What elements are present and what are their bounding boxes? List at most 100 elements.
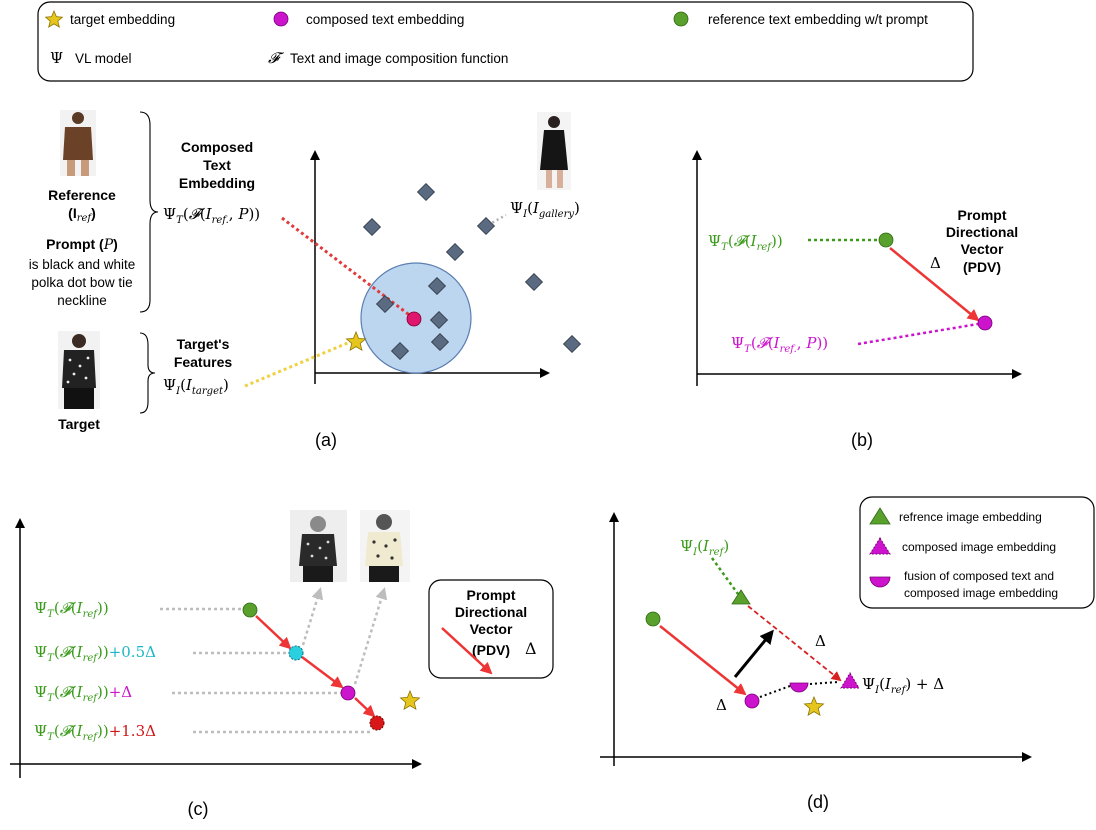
panel-d-ref-text-point [645,611,661,627]
reference-label: Reference [48,187,116,203]
panel-c-row-3: ΨT(𝓕(Iref))+Δ [34,683,132,704]
panel-d-ref-formula: ΨI(Iref) [680,537,729,558]
panel-c-arrow-2 [301,656,344,689]
panel-d-delta-upper: Δ [815,632,826,650]
legend-ref-image-label: refrence image embedding [899,510,1042,524]
prompt-symbol: P [103,237,114,253]
pdv-legend-line-1: Prompt [467,587,516,603]
panel-c-row-4-suffix: +1.3Δ [109,722,156,740]
composed-text-legend-icon [273,11,289,27]
legend-fusion-line-2: composed image embedding [904,586,1058,600]
star-marker-icon [345,330,367,352]
legend-fusion-line-1: fusion of composed text and [904,569,1054,583]
panel-b: ΨT(𝓕(Iref)) Δ ΨT(𝓕(Iref., P)) Prompt Dir… [692,150,1022,450]
pdv-legend-line-4: (PDV) [472,642,510,658]
legend-reference-text-embedding: reference text embedding w/t prompt [708,12,928,27]
diamond-marker-icon [445,242,465,262]
panel-b-caption: (b) [851,430,873,450]
panel-a: Reference (Iref) Prompt (P) is black and… [29,110,582,450]
panel-d: ΨI(Iref) Δ Δ ΨI(Iref) + Δ refrence image… [600,496,1095,812]
diamond-marker-icon [524,272,544,292]
gallery-formula-a: ΨI(Igallery) [510,199,580,220]
target-brace [139,332,156,414]
pdv-arrow-b [889,247,980,322]
panel-d-ref-image-triangle [731,589,751,605]
panel-c-target-star [399,689,421,711]
panel-d-composed-image-triangle [840,672,860,689]
diamond-marker-icon [362,217,382,237]
top-legend-box [37,1,974,82]
composed-title-line-2: Text [203,157,231,173]
pdv-legend-line-2: Directional [455,604,527,620]
reference-brace [139,111,159,313]
panel-d-legend-box [859,496,1095,609]
gallery-photo-icon [537,112,571,190]
panel-b-composed-point [977,315,993,331]
pdv-legend-arrow [441,627,493,675]
prompt-label-close: ) [113,236,118,252]
legend-target-embedding: target embedding [70,12,175,27]
pdv-legend-box [428,579,554,679]
panel-c-arrow-3 [354,697,376,718]
pdv-title-line-4: (PDV) [963,259,1001,275]
target-features-line-2: Features [174,354,233,370]
panel-b-composed-connector [857,322,979,346]
diamond-marker-icon [429,310,449,330]
ref-sym-open: (I [68,205,77,221]
panel-d-pdv-arrow [659,625,747,696]
panel-d-target-star [803,695,825,717]
legend-composition-function: Text and image composition function [290,51,508,66]
ref-sym-close: ) [91,205,96,221]
target-connector [244,340,351,388]
panel-c-point-half [288,645,304,661]
composed-title-line-1: Composed [181,139,253,155]
reference-text-legend-icon [673,11,689,27]
panel-d-caption: (d) [807,792,829,812]
target-features-line-1: Target's [177,336,230,352]
pdv-legend-line-3: Vector [470,621,513,637]
pdv-title-line-2: Directional [946,224,1018,240]
panel-c-point-over [369,715,385,731]
legend-fusion-icon [869,576,891,588]
prompt-text-line-1: is black and white [29,257,136,272]
panel-c-row-4: ΨT(𝓕(Iref))+1.3Δ [34,722,156,743]
panel-b-delta: Δ [930,254,941,272]
pdv-legend-delta: Δ [525,639,537,658]
legend-composed-text-embedding: composed text embedding [306,12,464,27]
top-legend: target embedding composed text embedding… [37,1,974,82]
prompt-label: Prompt (P) [46,236,118,253]
panel-b-ref-formula: ΨT(𝓕(Iref)) [708,232,783,253]
diamond-marker-icon [375,294,395,314]
reference-photo-icon [60,110,96,176]
panel-c-row-1: ΨT(𝓕(Iref)) [34,599,109,620]
panel-d-dotted-link-1 [759,685,791,698]
diamond-marker-icon [476,216,496,236]
diamond-marker-icon [390,341,410,361]
panel-d-shift-formula: ΨI(Iref) + Δ [862,675,944,696]
composed-connector [281,216,413,319]
panel-d-delta-lower: Δ [716,696,727,714]
panel-a-caption: (a) [315,430,337,450]
result-photo-1-icon [290,510,347,582]
diamond-marker-icon [416,182,436,202]
target-formula-a: ΨI(Itarget) [163,376,229,397]
panel-d-ref-connector [710,557,740,595]
prompt-text-line-2: polka dot bow tie [31,275,132,290]
panel-c-caption: (c) [188,799,209,819]
prompt-label-text: Prompt ( [46,236,104,252]
panel-c-point-base [242,602,258,618]
legend-composed-image-label: composed image embedding [902,540,1056,554]
diamond-marker-icon [430,332,450,352]
legend-ref-image-triangle-icon [869,507,891,525]
diamond-marker-icon [562,334,582,354]
panel-d-fusion-arrow [733,629,774,678]
panel-c-point-full [340,685,356,701]
reference-symbol: (Iref) [68,205,96,224]
gallery-connector [487,213,507,227]
target-label: Target [58,416,100,432]
pdv-title-line-1: Prompt [958,207,1007,223]
composed-point-a [406,311,422,327]
prompt-text-line-3: neckline [57,293,107,308]
gallery-diamonds [362,182,582,361]
